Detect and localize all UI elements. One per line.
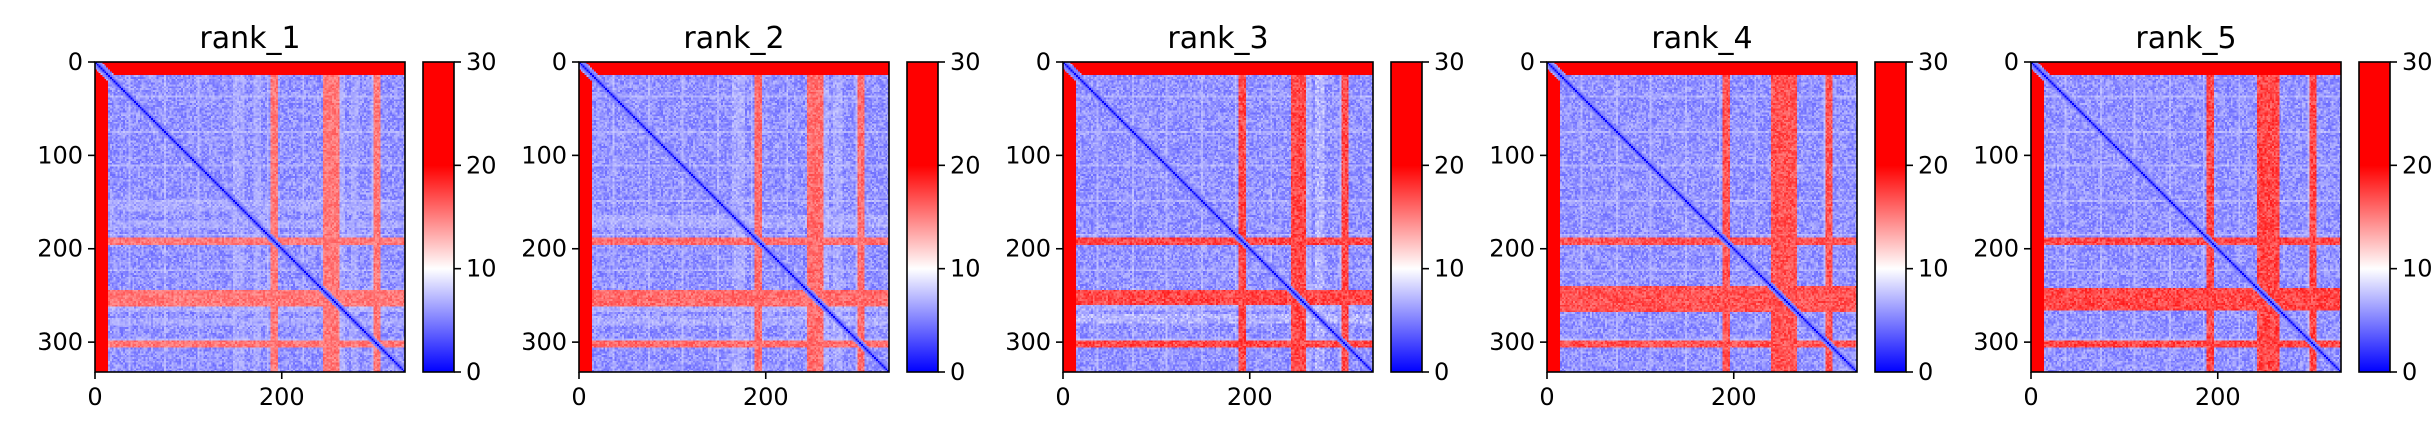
colorbar-tick-label: 20 (1434, 151, 1465, 179)
heatmap-frame (1546, 61, 1858, 373)
panel-title: rank_2 (683, 21, 784, 56)
colorbar-tick-label: 10 (950, 255, 981, 283)
y-tick-label: 300 (521, 328, 567, 356)
colorbar-tick-label: 0 (2402, 358, 2417, 386)
colorbar-tick-label: 30 (2402, 48, 2433, 76)
y-tick-label: 100 (1973, 141, 2019, 169)
x-tick-label: 0 (1055, 383, 1070, 411)
colorbar-tick-label: 20 (950, 151, 981, 179)
x-tick-label: 200 (259, 383, 305, 411)
colorbar-frame (1390, 61, 1423, 373)
colorbar-tick-label: 30 (1918, 48, 1949, 76)
y-tick-label: 200 (37, 235, 83, 263)
y-tick-label: 300 (37, 328, 83, 356)
y-tick-label: 0 (552, 48, 567, 76)
y-tick-label: 200 (1973, 235, 2019, 263)
colorbar-tick-label: 20 (1918, 151, 1949, 179)
heatmap-image (579, 62, 889, 372)
x-tick-label: 0 (571, 383, 586, 411)
heatmap-frame (1062, 61, 1374, 373)
y-tick-label: 200 (521, 235, 567, 263)
colorbar-tick-label: 10 (2402, 255, 2433, 283)
y-tick-label: 100 (521, 141, 567, 169)
heatmap-image (95, 62, 405, 372)
x-tick-label: 200 (743, 383, 789, 411)
y-tick-label: 0 (68, 48, 83, 76)
colorbar-tick-label: 30 (466, 48, 497, 76)
panel-title: rank_1 (199, 21, 300, 56)
colorbar (1391, 62, 1422, 372)
colorbar-tick-label: 30 (950, 48, 981, 76)
y-tick-label: 200 (1489, 235, 1535, 263)
colorbar-tick-label: 0 (1918, 358, 1933, 386)
colorbar-tick-label: 20 (466, 151, 497, 179)
colorbar-frame (2358, 61, 2391, 373)
heatmap-frame (578, 61, 890, 373)
x-tick-label: 0 (2023, 383, 2038, 411)
colorbar-frame (906, 61, 939, 373)
colorbar (907, 62, 938, 372)
colorbar-tick-label: 10 (1918, 255, 1949, 283)
panel-title: rank_3 (1167, 21, 1268, 56)
colorbar (423, 62, 454, 372)
colorbar (2359, 62, 2390, 372)
y-tick-label: 0 (2004, 48, 2019, 76)
colorbar-tick-label: 0 (950, 358, 965, 386)
colorbar (1875, 62, 1906, 372)
y-tick-label: 200 (1005, 235, 1051, 263)
colorbar-tick-label: 0 (466, 358, 481, 386)
colorbar-frame (1874, 61, 1907, 373)
colorbar-tick-label: 10 (1434, 255, 1465, 283)
y-tick-label: 300 (1973, 328, 2019, 356)
colorbar-tick-label: 0 (1434, 358, 1449, 386)
heatmap-image (2031, 62, 2341, 372)
colorbar-tick-label: 30 (1434, 48, 1465, 76)
colorbar-tick-label: 20 (2402, 151, 2433, 179)
panel-title: rank_4 (1651, 21, 1752, 56)
heatmap-frame (2030, 61, 2342, 373)
colorbar-frame (422, 61, 455, 373)
x-tick-label: 0 (87, 383, 102, 411)
x-tick-label: 200 (1227, 383, 1273, 411)
y-tick-label: 0 (1036, 48, 1051, 76)
x-tick-label: 200 (1711, 383, 1757, 411)
y-tick-label: 300 (1489, 328, 1535, 356)
colorbar-tick-label: 10 (466, 255, 497, 283)
y-tick-label: 0 (1520, 48, 1535, 76)
y-tick-label: 100 (37, 141, 83, 169)
y-tick-label: 100 (1489, 141, 1535, 169)
heatmap-image (1547, 62, 1857, 372)
y-tick-label: 300 (1005, 328, 1051, 356)
heatmap-image (1063, 62, 1373, 372)
panel-title: rank_5 (2135, 21, 2236, 56)
heatmap-frame (94, 61, 406, 373)
x-tick-label: 0 (1539, 383, 1554, 411)
y-tick-label: 100 (1005, 141, 1051, 169)
x-tick-label: 200 (2195, 383, 2241, 411)
